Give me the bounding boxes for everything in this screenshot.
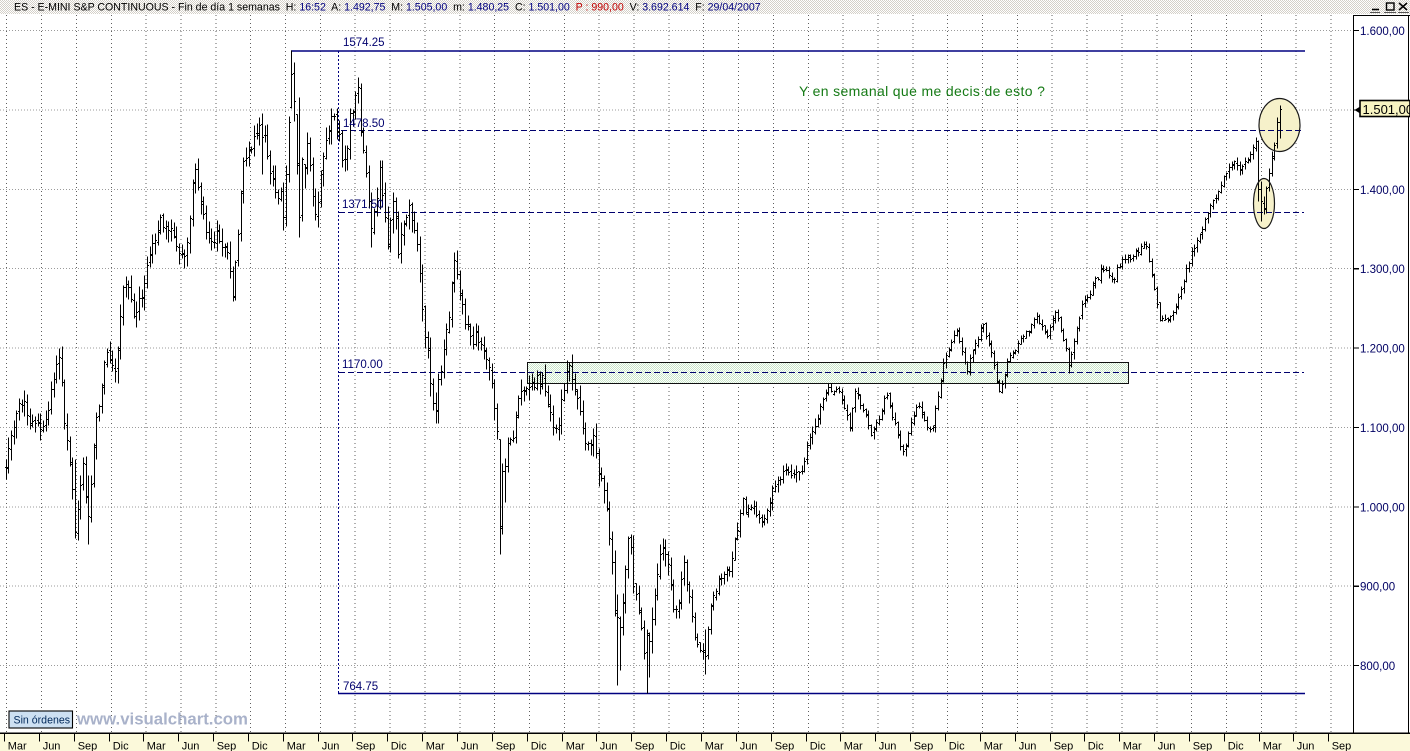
svg-text:1574.25: 1574.25 <box>343 37 385 49</box>
svg-text:1.600,00: 1.600,00 <box>1360 26 1405 38</box>
svg-text:1371.50: 1371.50 <box>342 199 384 211</box>
svg-text:Sep: Sep <box>775 741 795 751</box>
svg-text:Y en semanal que me decis de e: Y en semanal que me decis de esto ? <box>799 83 1045 99</box>
svg-text:Dic: Dic <box>670 741 686 751</box>
svg-text:Jun: Jun <box>322 741 340 751</box>
svg-text:Mar: Mar <box>705 741 724 751</box>
svg-text:Mar: Mar <box>984 741 1003 751</box>
svg-text:764.75: 764.75 <box>343 681 378 693</box>
svg-text:Jun: Jun <box>43 741 61 751</box>
svg-text:Jun: Jun <box>1297 741 1315 751</box>
svg-text:Dic: Dic <box>810 741 826 751</box>
svg-text:Mar: Mar <box>566 741 585 751</box>
svg-text:Dic: Dic <box>949 741 965 751</box>
svg-text:Mar: Mar <box>844 741 863 751</box>
svg-text:Jun: Jun <box>182 741 200 751</box>
svg-text:Mar: Mar <box>147 741 166 751</box>
svg-text:Jun: Jun <box>600 741 618 751</box>
svg-text:Sep: Sep <box>1054 741 1074 751</box>
svg-text:www.visualchart.com: www.visualchart.com <box>76 710 248 729</box>
svg-text:1170.00: 1170.00 <box>342 359 383 371</box>
svg-text:Sep: Sep <box>356 741 376 751</box>
svg-text:Dic: Dic <box>252 741 268 751</box>
svg-text:1478.50: 1478.50 <box>343 118 385 130</box>
svg-text:Dic: Dic <box>1088 741 1104 751</box>
svg-text:Sep: Sep <box>78 741 98 751</box>
svg-text:Sep: Sep <box>914 741 934 751</box>
svg-text:Sep: Sep <box>496 741 516 751</box>
svg-text:1.000,00: 1.000,00 <box>1360 502 1405 514</box>
svg-text:ES - E-MINI S&P CONTINUOUS - F: ES - E-MINI S&P CONTINUOUS - Fin de día … <box>14 2 761 14</box>
svg-text:Mar: Mar <box>1123 741 1142 751</box>
svg-text:Dic: Dic <box>113 741 129 751</box>
svg-text:Sep: Sep <box>635 741 655 751</box>
svg-text:Mar: Mar <box>426 741 445 751</box>
svg-text:Mar: Mar <box>8 741 27 751</box>
svg-text:Mar: Mar <box>1263 741 1282 751</box>
svg-text:Jun: Jun <box>879 741 897 751</box>
svg-text:Mar: Mar <box>287 741 306 751</box>
svg-text:Sep: Sep <box>1193 741 1213 751</box>
svg-text:Jun: Jun <box>740 741 758 751</box>
svg-text:Dic: Dic <box>391 741 407 751</box>
svg-text:900,00: 900,00 <box>1360 582 1395 594</box>
svg-text:Jun: Jun <box>1158 741 1176 751</box>
svg-text:Sep: Sep <box>1332 741 1352 751</box>
svg-text:Dic: Dic <box>1228 741 1244 751</box>
svg-text:Jun: Jun <box>461 741 479 751</box>
svg-text:1.400,00: 1.400,00 <box>1360 185 1405 197</box>
svg-text:800,00: 800,00 <box>1360 661 1395 673</box>
svg-text:Dic: Dic <box>531 741 547 751</box>
svg-text:1.300,00: 1.300,00 <box>1360 264 1405 276</box>
svg-text:1.200,00: 1.200,00 <box>1360 344 1405 356</box>
svg-text:1.100,00: 1.100,00 <box>1360 423 1405 435</box>
svg-text:1.501,00: 1.501,00 <box>1363 102 1410 117</box>
svg-text:Jun: Jun <box>1019 741 1037 751</box>
svg-text:Sin órdenes: Sin órdenes <box>14 715 71 727</box>
svg-text:Sep: Sep <box>217 741 237 751</box>
